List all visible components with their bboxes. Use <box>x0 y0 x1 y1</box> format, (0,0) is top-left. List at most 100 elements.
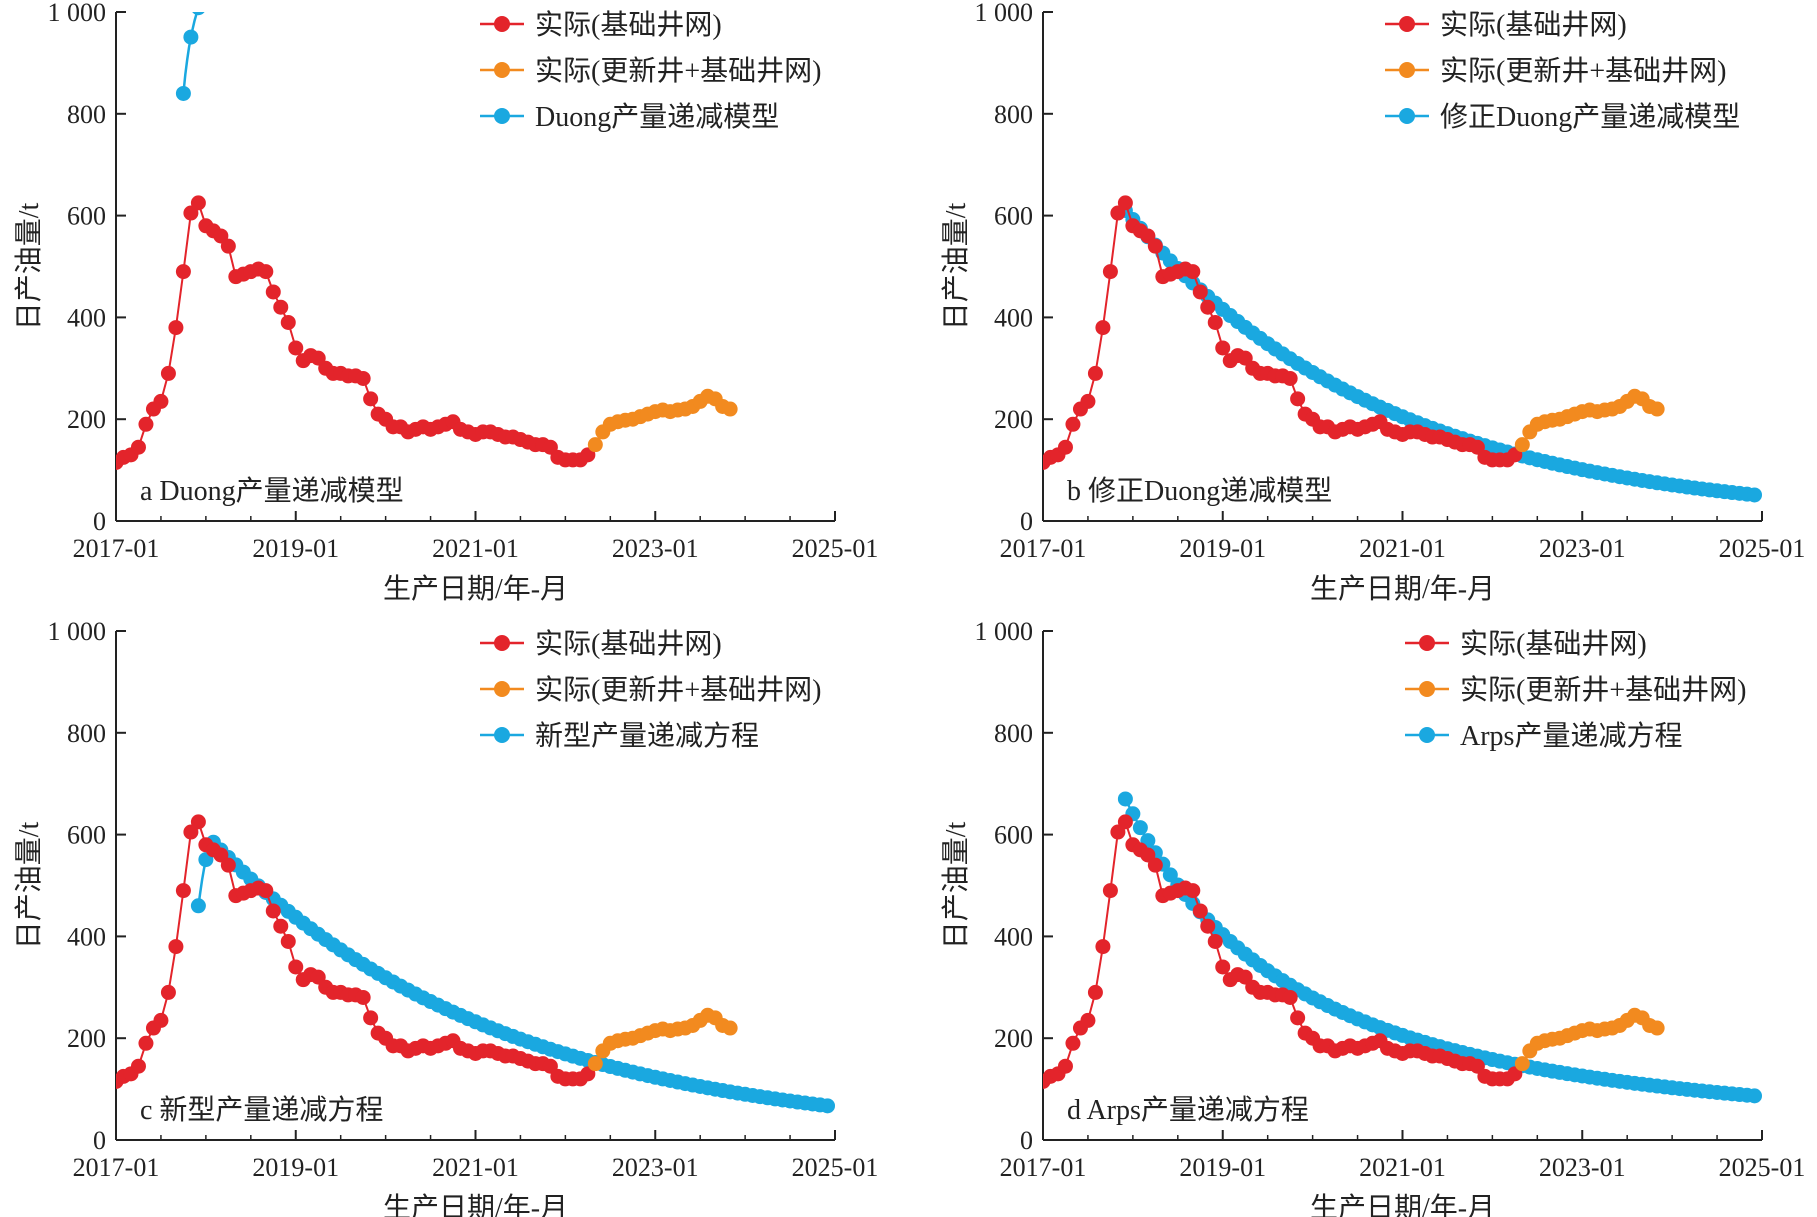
base-well-series-point <box>280 314 296 330</box>
legend-marker <box>494 681 510 697</box>
base-well-series-point <box>190 195 206 211</box>
base-well-series-point <box>1065 416 1081 432</box>
base-well-series-point <box>1215 959 1231 975</box>
base-well-series-point <box>1147 238 1163 254</box>
panel-a: 0 200 400 600 800 1 000 2017-01 2019-01 2021-01 2… <box>13 0 878 605</box>
model-point <box>1117 791 1133 807</box>
y-tick-label: 600 <box>67 202 106 231</box>
base-well-series-line <box>1043 200 1516 464</box>
base-well-series-point <box>288 340 304 356</box>
base-well-series-point <box>1117 814 1133 830</box>
y-tick-label: 1 000 <box>975 0 1034 27</box>
base-well-series-point <box>1117 195 1133 211</box>
x-tick-label: 2021-01 <box>432 534 519 563</box>
base-well-series-point <box>138 416 154 432</box>
base-well-series-point <box>220 857 236 873</box>
panel-label: b 修正Duong递减模型 <box>1067 475 1332 507</box>
y-axis-title: 日产油量/t <box>13 822 45 950</box>
x-tick-label: 2025-01 <box>1719 1153 1806 1182</box>
model-point <box>190 898 206 914</box>
base-well-series-point <box>1200 918 1216 934</box>
y-tick-label: 400 <box>67 303 106 332</box>
base-well-series-point <box>1102 883 1118 899</box>
panel-label: c 新型产量递减方程 <box>140 1094 383 1126</box>
legend-marker <box>494 62 510 78</box>
x-tick-label: 2021-01 <box>1359 1153 1446 1182</box>
renewal-well-series-point <box>587 437 603 453</box>
y-tick-label: 800 <box>994 100 1033 129</box>
base-well-series-point <box>1215 340 1231 356</box>
legend-label: 实际(基础井网) <box>1460 628 1647 660</box>
y-tick-label: 400 <box>994 922 1033 951</box>
legend-label: 实际(更新井+基础井网) <box>535 55 821 87</box>
renewal-well-series-point <box>1514 437 1530 453</box>
base-well-series-point <box>168 939 184 955</box>
x-tick-label: 2021-01 <box>432 1153 519 1182</box>
y-tick-label: 0 <box>1020 507 1033 536</box>
base-well-series-point <box>1192 903 1208 919</box>
base-well-series-point <box>258 883 274 899</box>
y-tick-label: 1 000 <box>975 617 1034 646</box>
base-well-series-point <box>130 439 146 455</box>
y-tick-label: 600 <box>67 821 106 850</box>
panel-b: 0 200 400 600 800 1 000 2017-01 2019-01 2021-01 2… <box>940 0 1805 605</box>
x-tick-label: 2017-01 <box>73 1153 160 1182</box>
base-well-series-point <box>1290 1010 1306 1026</box>
model-series-line <box>197 840 828 1108</box>
base-well-series-point <box>288 959 304 975</box>
panel-label: d Arps产量递减方程 <box>1067 1094 1309 1126</box>
plot-area <box>116 12 738 470</box>
legend-label: 实际(基础井网) <box>535 9 722 41</box>
base-well-series-point <box>1290 391 1306 407</box>
x-tick-label: 2017-01 <box>1000 1153 1087 1182</box>
base-well-series-line <box>116 200 589 464</box>
base-well-series-point <box>1087 984 1103 1000</box>
x-tick-label: 2023-01 <box>1539 534 1626 563</box>
x-tick-label: 2019-01 <box>252 1153 339 1182</box>
base-well-series-point <box>153 393 169 409</box>
renewal-well-series-point <box>722 1020 738 1036</box>
base-well-series-point <box>258 264 274 280</box>
base-well-series-point <box>1207 314 1223 330</box>
base-well-series-point <box>1185 264 1201 280</box>
legend-label: Arps产量递减方程 <box>1460 720 1682 752</box>
legend-label: 修正Duong产量递减模型 <box>1440 101 1740 133</box>
y-tick-label: 1 000 <box>48 617 107 646</box>
plot-area <box>1043 195 1763 503</box>
base-well-series-point <box>363 1010 379 1026</box>
y-tick-label: 800 <box>67 100 106 129</box>
plot-area <box>116 814 836 1114</box>
y-tick-label: 200 <box>67 405 106 434</box>
legend-label: Duong产量递减模型 <box>535 101 779 133</box>
y-tick-label: 0 <box>93 1126 106 1155</box>
renewal-well-series-point <box>1649 1020 1665 1036</box>
renewal-well-series-point <box>722 401 738 417</box>
legend-marker <box>494 727 510 743</box>
x-tick-label: 2019-01 <box>1179 534 1266 563</box>
base-well-series-point <box>355 370 371 386</box>
x-tick-label: 2017-01 <box>1000 534 1087 563</box>
base-well-series-point <box>1282 989 1298 1005</box>
base-well-series-point <box>160 984 176 1000</box>
x-tick-label: 2023-01 <box>1539 1153 1626 1182</box>
base-well-series-point <box>190 814 206 830</box>
model-point <box>175 85 191 101</box>
y-axis-title: 日产油量/t <box>940 822 972 950</box>
renewal-well-series-point <box>1514 1056 1530 1072</box>
legend-marker <box>494 16 510 32</box>
x-tick-label: 2019-01 <box>252 534 339 563</box>
model-point <box>192 12 205 16</box>
y-tick-label: 400 <box>67 922 106 951</box>
base-well-series-point <box>1065 1035 1081 1051</box>
base-well-series-point <box>1080 1012 1096 1028</box>
legend-label: 新型产量递减方程 <box>535 720 759 752</box>
x-axis-title: 生产日期/年-月 <box>1310 1192 1495 1217</box>
base-well-series-point <box>273 299 289 315</box>
base-well-series-point <box>220 238 236 254</box>
y-tick-label: 200 <box>994 405 1033 434</box>
base-well-series-point <box>355 989 371 1005</box>
y-tick-label: 400 <box>994 303 1033 332</box>
base-well-series-point <box>1207 933 1223 949</box>
base-well-series-point <box>138 1035 154 1051</box>
renewal-well-series-point <box>587 1056 603 1072</box>
